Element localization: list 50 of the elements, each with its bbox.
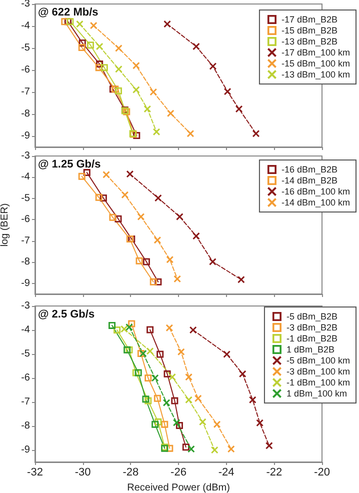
legend-label: -14 dBm_100 km xyxy=(281,198,350,208)
chart-title: @ 2.5 Gb/s xyxy=(38,308,95,320)
legend-label: -15 dBm_B2B xyxy=(281,26,338,36)
y-tick-label: -9 xyxy=(21,278,30,289)
legend-label: -5 dBm_100 km xyxy=(286,356,350,366)
x-tick-label: -28 xyxy=(122,466,139,478)
legend-label: -3 dBm_B2B xyxy=(286,322,338,332)
y-tick-label: -7 xyxy=(21,235,30,246)
legend-label: -1 dBm_B2B xyxy=(286,334,338,344)
x-tick-label: -30 xyxy=(74,466,91,478)
legend-label: -17 dBm_100 km xyxy=(281,48,350,58)
x-tick-label: -20 xyxy=(314,466,330,478)
y-tick-label: -5 xyxy=(21,348,30,360)
legend-label: 1 dBm_B2B xyxy=(286,344,335,354)
y-tick-label: -6 xyxy=(21,214,30,226)
legend-label: -3 dBm_100 km xyxy=(286,366,350,376)
y-tick-label: -4 xyxy=(21,172,30,183)
y-tick-label: -7 xyxy=(21,86,30,98)
legend-label: -15 dBm_100 km xyxy=(281,58,350,68)
legend-label: -13 dBm_B2B xyxy=(281,36,338,46)
y-tick-label: -9 xyxy=(21,130,30,142)
y-tick-label: -8 xyxy=(21,420,30,432)
x-tick-label: -24 xyxy=(218,466,234,478)
y-axis-title: log (BER) xyxy=(0,203,11,247)
legend-label: -14 dBm_B2B xyxy=(281,176,338,186)
y-tick-label: -5 xyxy=(21,42,30,54)
legend-label: -16 dBm_B2B xyxy=(281,164,338,174)
y-tick-label: -8 xyxy=(21,256,30,268)
y-tick-label: -4 xyxy=(21,324,30,336)
chart-title: @ 1.25 Gb/s xyxy=(38,158,101,170)
y-tick-label: -8 xyxy=(21,108,30,120)
x-axis-title: Received Power (dBm) xyxy=(127,482,230,493)
legend-label: -5 dBm_B2B xyxy=(286,312,338,322)
legend-label: -16 dBm_100 km xyxy=(281,186,350,196)
legend-label: 1 dBm_100 km xyxy=(286,388,348,398)
y-tick-label: -5 xyxy=(21,192,30,204)
y-tick-label: -9 xyxy=(21,444,30,456)
y-tick-label: -6 xyxy=(21,64,30,76)
legend-label: -17 dBm_B2B xyxy=(281,14,338,24)
legend-label: -1 dBm_100 km xyxy=(286,378,350,388)
legend-label: -13 dBm_100 km xyxy=(281,70,350,80)
x-tick-label: -32 xyxy=(27,466,43,478)
y-tick-label: -4 xyxy=(21,20,30,32)
y-tick-label: -7 xyxy=(21,396,30,408)
y-tick-label: -3 xyxy=(21,300,30,312)
chart-title: @ 622 Mb/s xyxy=(38,6,98,18)
x-tick-label: -22 xyxy=(266,466,282,478)
x-tick-label: -26 xyxy=(170,466,186,478)
y-tick-label: -6 xyxy=(21,372,30,384)
y-tick-label: -3 xyxy=(21,150,30,162)
